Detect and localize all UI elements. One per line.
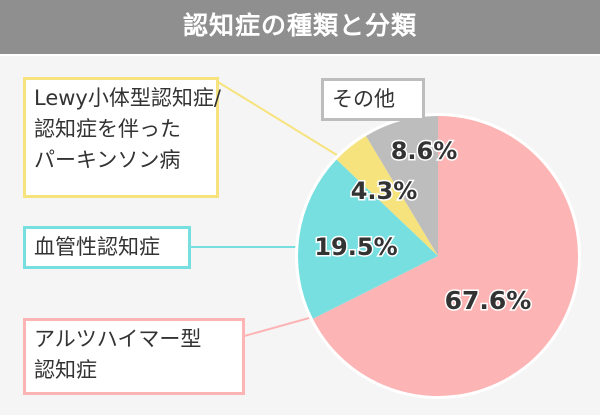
data-label: 8.6% <box>391 137 458 165</box>
data-label: 19.5% <box>314 233 397 261</box>
legend-label-line: 認知症 <box>34 358 97 382</box>
legend-label-line: その他 <box>332 87 395 111</box>
legend-label-line: Lewy小体型認知症/ <box>34 86 221 110</box>
pie-slice <box>336 135 438 256</box>
leader-line <box>236 314 321 339</box>
legend-box-lewy: Lewy小体型認知症/ 認知症を伴った パーキンソン病 <box>23 77 221 198</box>
legend-label-line: パーキンソン病 <box>34 148 181 172</box>
legend-box-vascular: 血管性認知症 <box>23 226 191 269</box>
legend-box-other: その他 <box>321 78 425 121</box>
pie-slice <box>312 116 579 397</box>
legend-box-alzheimer: アルツハイマー型 認知症 <box>23 318 245 395</box>
pie-slice <box>298 159 438 319</box>
data-label: 4.3% <box>351 177 418 205</box>
pie-slice <box>365 116 438 256</box>
leader-line <box>217 81 346 161</box>
legend-label-line: 認知症を伴った <box>34 117 181 141</box>
chart-title: 認知症の種類と分類 <box>0 0 600 56</box>
legend-label-line: アルツハイマー型 <box>34 327 202 351</box>
data-label: 67.6% <box>445 286 532 315</box>
legend-label-line: 血管性認知症 <box>34 235 160 259</box>
